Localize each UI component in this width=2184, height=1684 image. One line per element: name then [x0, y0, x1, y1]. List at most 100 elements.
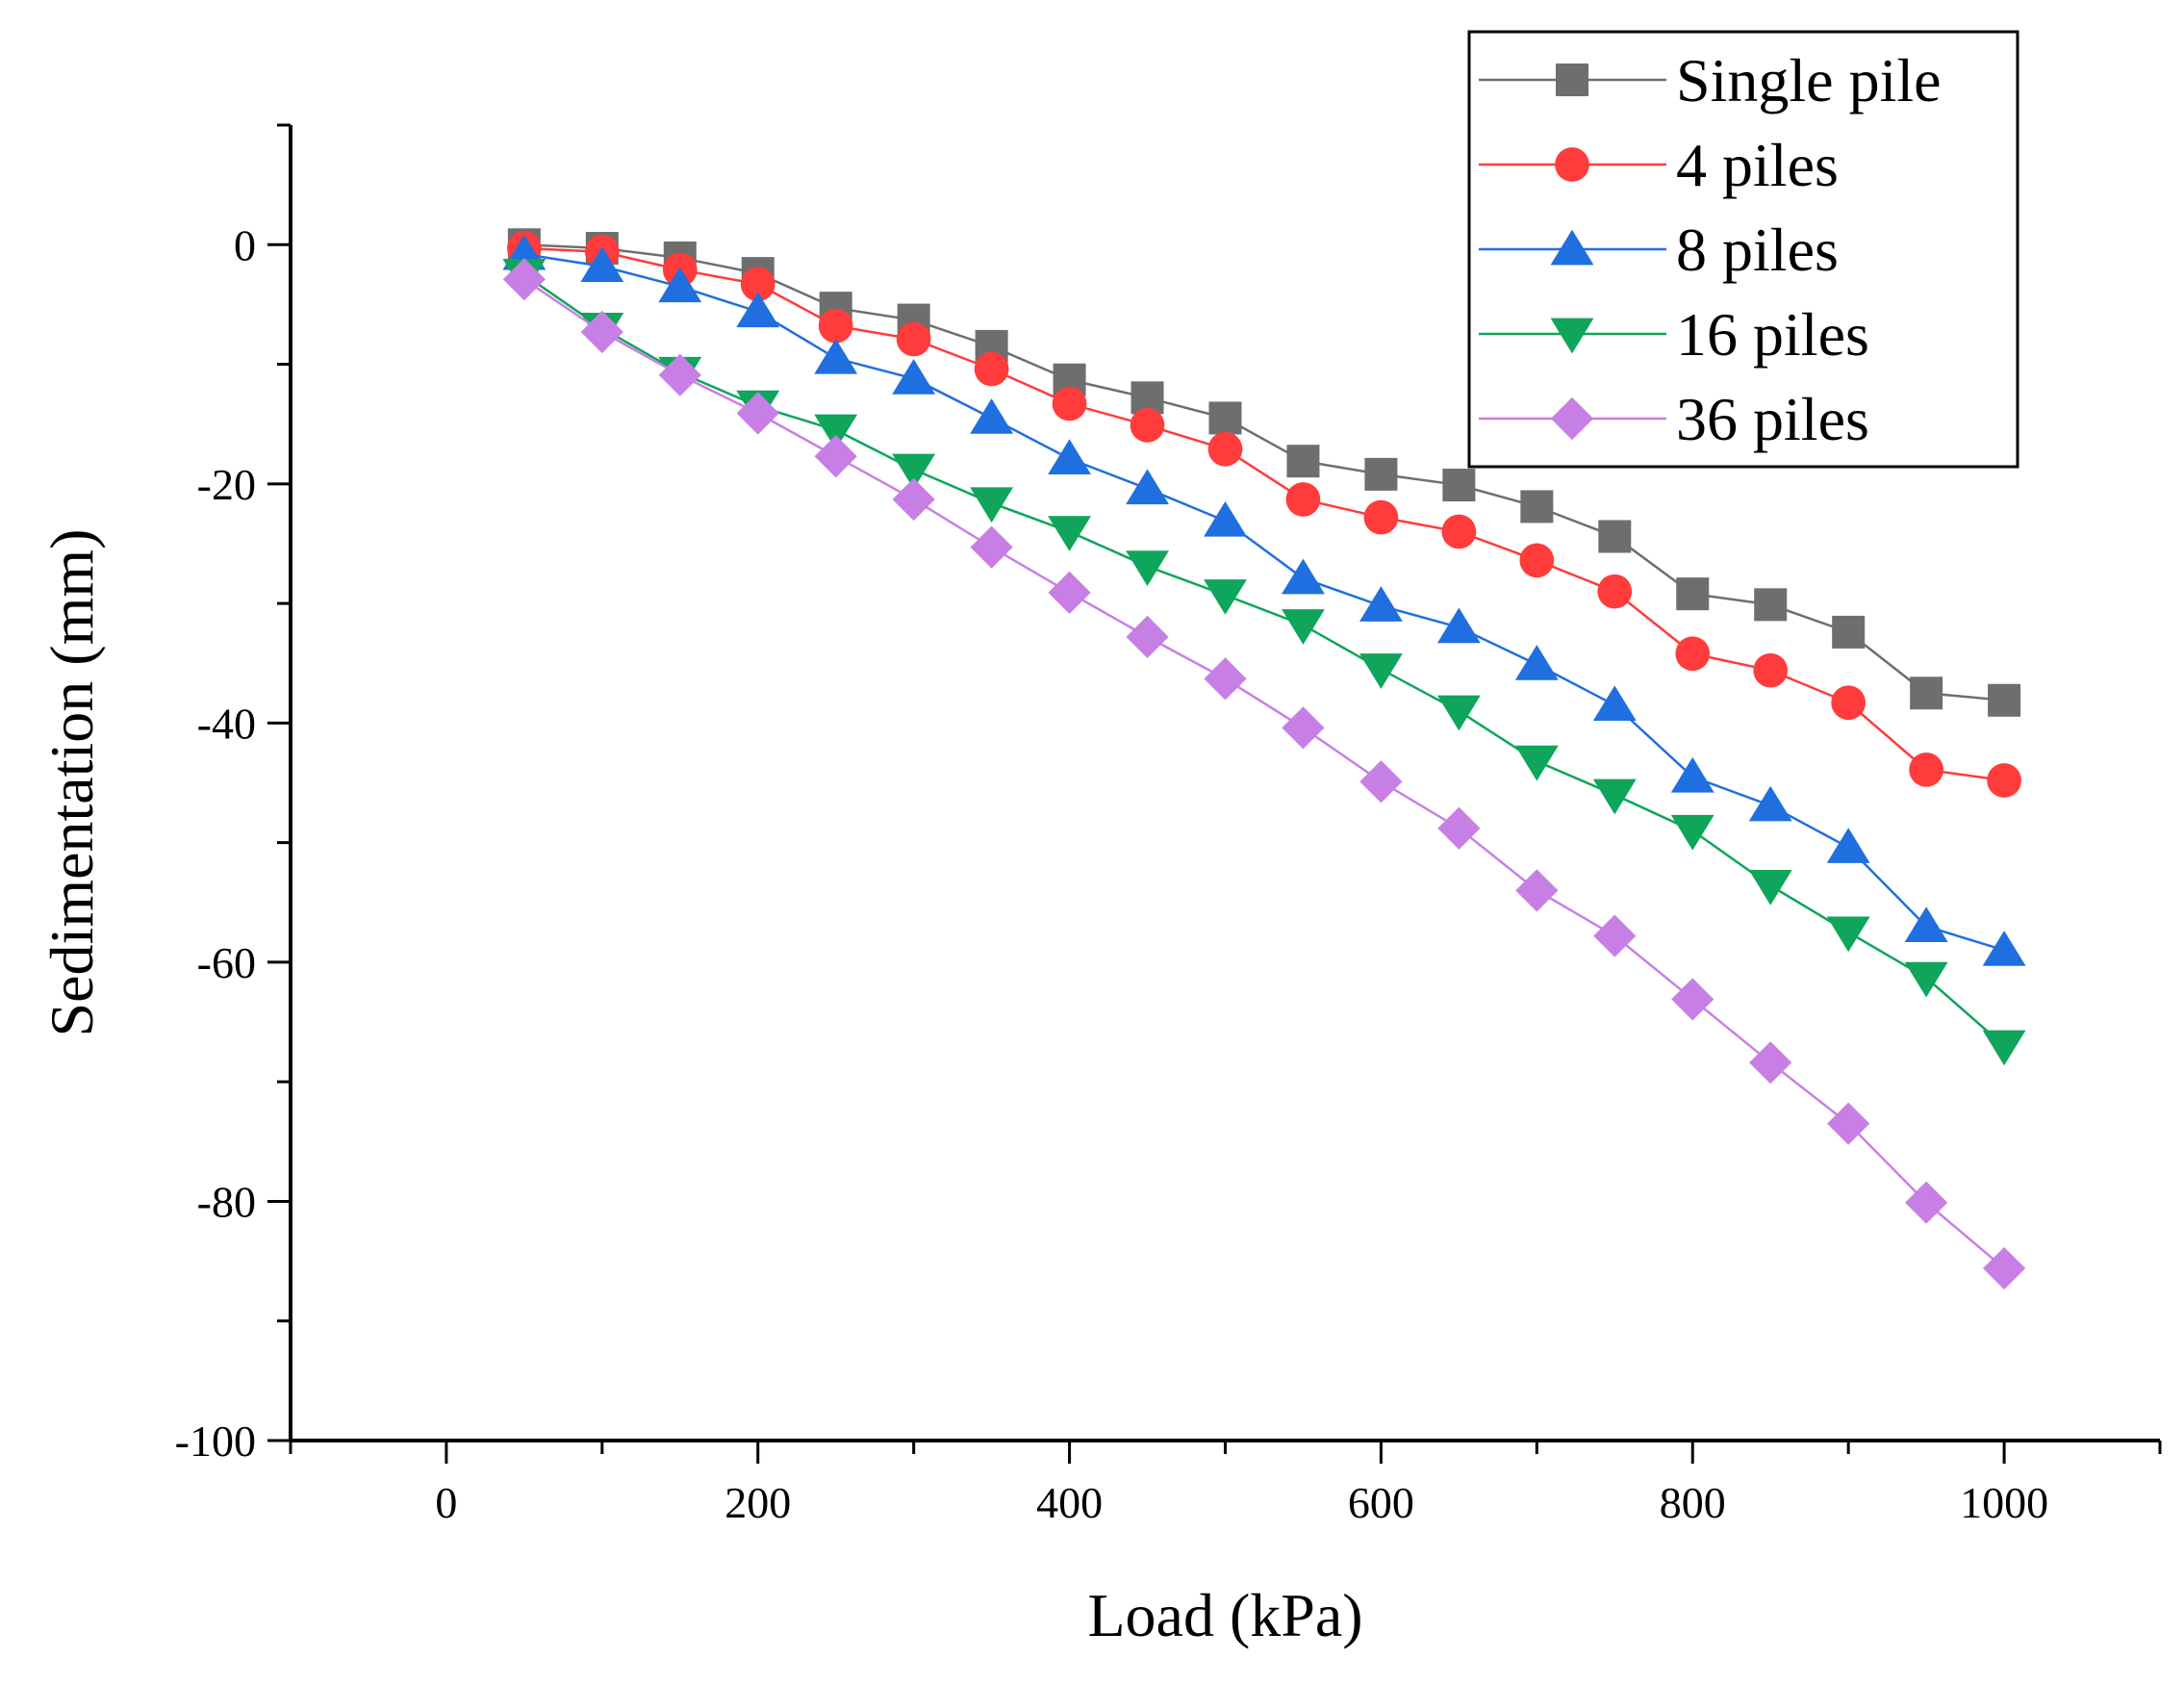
data-point: [1904, 961, 1948, 998]
legend-label: 36 piles: [1676, 385, 1869, 453]
data-point: [1982, 931, 2026, 966]
data-point: [1593, 914, 1637, 957]
data-point: [892, 453, 936, 490]
data-point: [1130, 408, 1165, 443]
y-tick-label: -80: [197, 1177, 256, 1226]
data-point: [970, 487, 1014, 523]
data-point: [1285, 482, 1321, 517]
data-point: [1126, 615, 1169, 658]
data-point: [1282, 609, 1325, 645]
data-point: [1675, 636, 1711, 672]
data-point: [1753, 652, 1789, 688]
x-tick-label: 0: [435, 1478, 457, 1527]
data-point: [1748, 785, 1792, 822]
y-tick-label: -20: [197, 460, 256, 509]
data-point: [736, 392, 779, 435]
data-point: [1442, 469, 1476, 502]
legend-marker: [1555, 147, 1589, 182]
data-point: [1905, 1181, 1948, 1224]
data-point: [740, 267, 775, 302]
legend-entry: 4 piles: [1479, 131, 1839, 199]
data-point: [1749, 1041, 1792, 1084]
data-point: [1441, 514, 1477, 549]
data-point: [1515, 869, 1559, 912]
data-point: [1988, 683, 2021, 717]
data-point: [1048, 516, 1092, 551]
data-point: [1359, 586, 1403, 622]
data-point: [1520, 490, 1554, 523]
data-point: [1282, 706, 1325, 750]
legend-entry: 16 piles: [1479, 300, 1869, 369]
data-point: [1826, 916, 1870, 953]
legend-label: Single pile: [1676, 46, 1942, 115]
data-point: [1754, 588, 1788, 622]
axes: 0 200 400 600 800 1000 0 -20 -40 -60 -80 -100: [175, 123, 2162, 1527]
series-8-piles: [502, 234, 2026, 966]
y-tick-label: -100: [175, 1416, 256, 1466]
data-point: [1048, 571, 1091, 615]
data-point: [1982, 1030, 2026, 1066]
data-point: [1832, 615, 1866, 649]
series-layer: [502, 228, 2026, 1290]
series-4-piles: [507, 231, 2021, 798]
data-point: [1676, 577, 1710, 611]
data-point: [1982, 1246, 2026, 1290]
legend-marker: [1550, 318, 1594, 354]
data-point: [814, 338, 858, 374]
data-point: [896, 321, 931, 357]
legend-marker: [1550, 229, 1594, 266]
legend-label: 16 piles: [1676, 300, 1869, 369]
data-point: [580, 310, 623, 354]
data-point: [1208, 401, 1242, 435]
data-point: [970, 398, 1014, 434]
data-point: [1514, 745, 1559, 781]
data-point: [892, 477, 935, 522]
data-point: [1671, 978, 1714, 1021]
data-point: [1909, 752, 1943, 787]
legend: Single pile 4 piles 8 piles 16 piles 36 pile…: [1467, 30, 2019, 469]
x-tick-label: 1000: [1960, 1478, 2048, 1527]
data-point: [1987, 763, 2021, 798]
data-point: [658, 353, 701, 396]
data-point: [502, 258, 546, 301]
legend-entry: 8 piles: [1479, 216, 1839, 284]
data-point: [1207, 431, 1243, 467]
y-tick-label: -60: [197, 938, 256, 987]
data-point: [1437, 806, 1481, 850]
data-point: [1359, 653, 1403, 689]
data-point: [1592, 685, 1637, 722]
data-point: [892, 359, 936, 395]
legend-entry: 36 piles: [1479, 385, 1869, 453]
data-point: [736, 292, 780, 328]
data-point: [1126, 550, 1169, 586]
data-point: [1048, 439, 1092, 475]
data-point: [1359, 760, 1403, 804]
data-point: [1598, 520, 1632, 553]
x-tick-label: 200: [724, 1478, 791, 1527]
data-point: [1904, 906, 1948, 942]
y-axis-title: Sedimentation (mm): [38, 529, 106, 1037]
data-point: [1592, 778, 1637, 815]
series-36-piles: [502, 258, 2026, 1290]
x-tick-label: 600: [1348, 1478, 1414, 1527]
data-point: [658, 267, 702, 303]
data-point: [1597, 574, 1633, 609]
data-point: [1910, 676, 1943, 710]
data-point: [1364, 457, 1398, 491]
legend-entry: Single pile: [1479, 46, 1942, 115]
y-tick-label: -40: [197, 699, 256, 748]
legend-label: 4 piles: [1676, 131, 1839, 199]
data-point: [1519, 543, 1555, 578]
legend-marker: [1550, 396, 1594, 441]
legend-marker: [1556, 64, 1588, 96]
data-point: [1670, 814, 1714, 851]
x-axis-title: Load (kPa): [1087, 1581, 1362, 1649]
data-point: [974, 351, 1009, 387]
data-point: [1514, 645, 1559, 680]
data-point: [1052, 386, 1087, 421]
data-point: [1436, 607, 1481, 644]
data-point: [814, 435, 857, 478]
data-point: [1826, 828, 1870, 863]
data-point: [970, 525, 1013, 569]
